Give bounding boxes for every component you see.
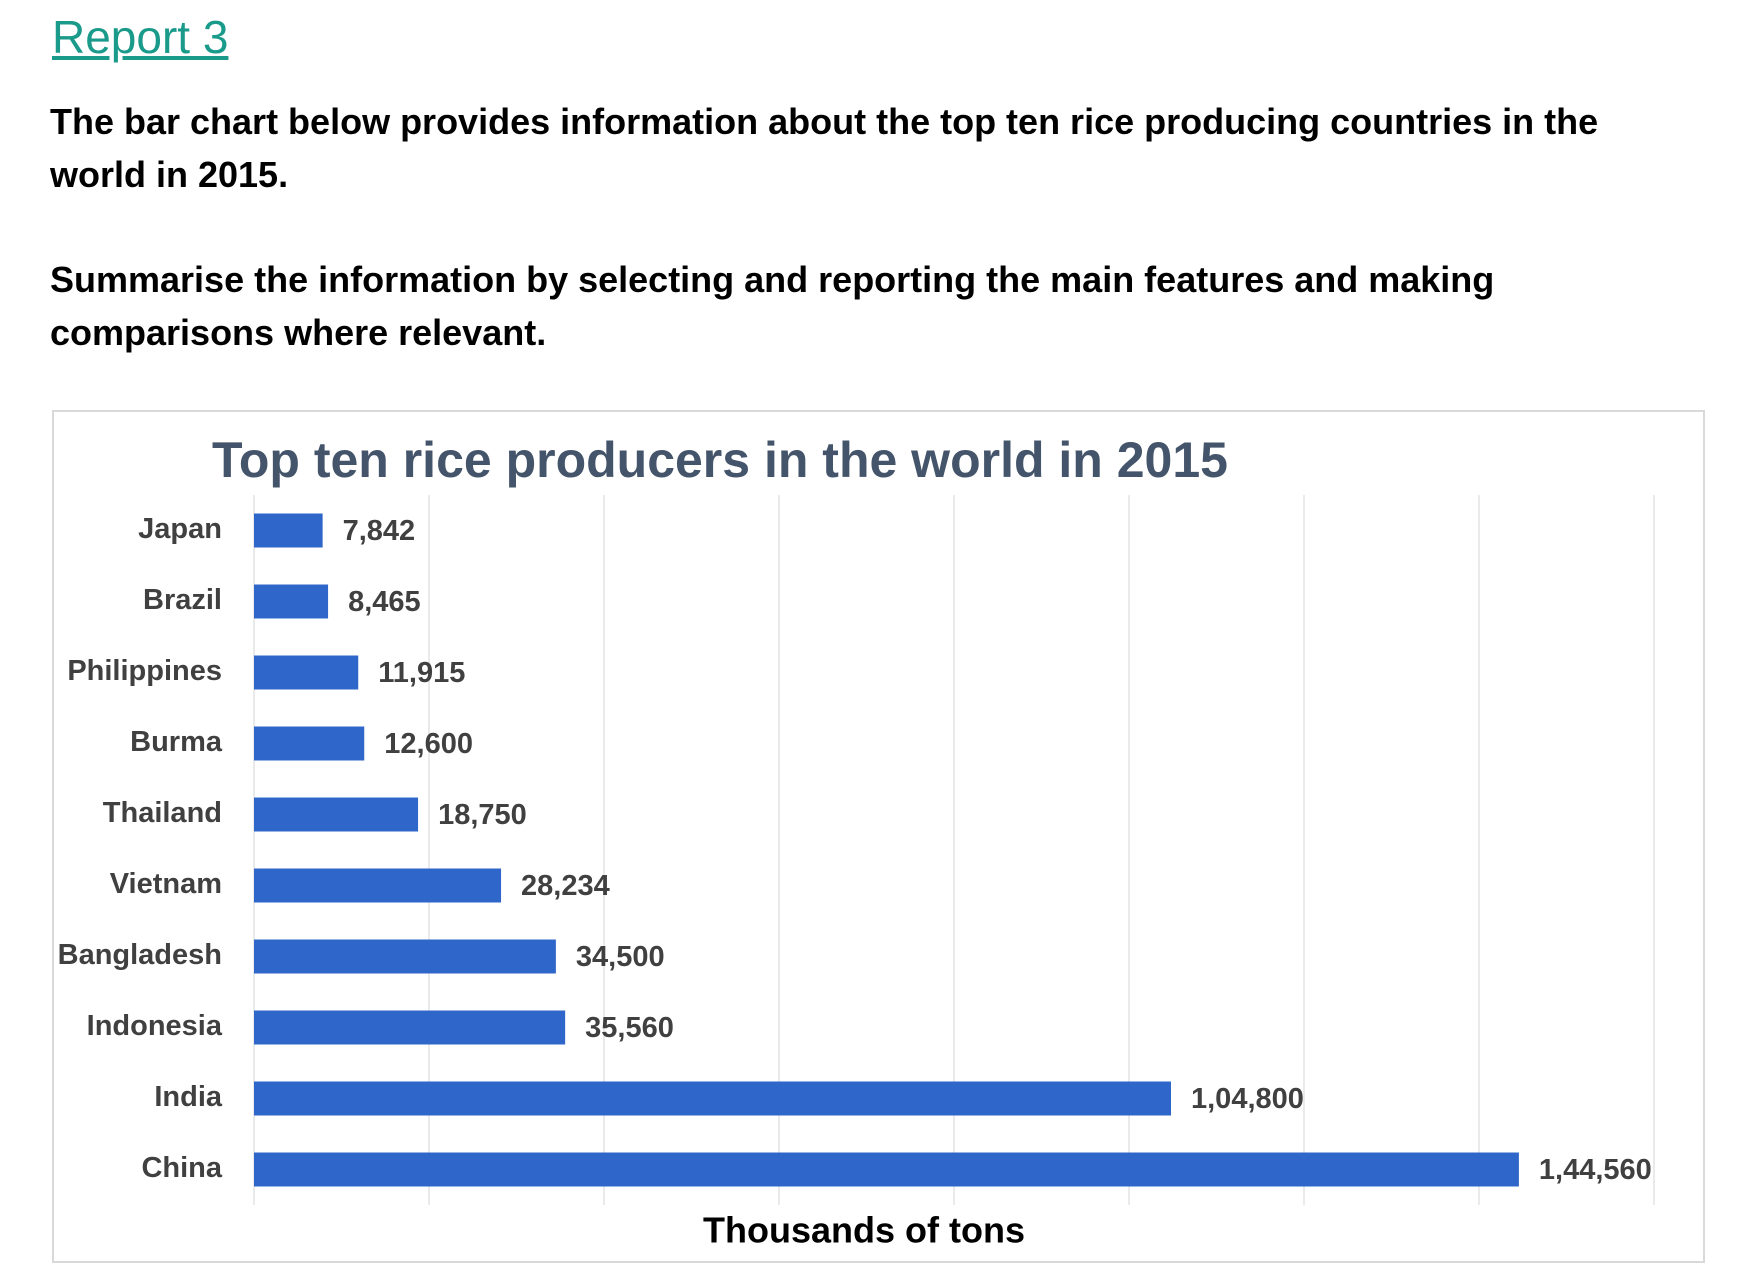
- chart-frame: [52, 410, 1705, 1263]
- bar: [254, 939, 556, 974]
- chart-title: Top ten rice producers in the world in 2…: [212, 432, 1228, 488]
- value-label: 7,842: [343, 515, 416, 547]
- category-label: Thailand: [103, 797, 222, 829]
- bar: [254, 584, 329, 619]
- category-label: Burma: [130, 726, 223, 758]
- value-label: 11,915: [378, 657, 465, 689]
- value-label: 28,234: [521, 870, 610, 902]
- bar: [254, 1152, 1519, 1187]
- bar: [254, 655, 359, 690]
- category-label: India: [154, 1081, 223, 1113]
- value-label: 18,750: [438, 799, 527, 831]
- report-link[interactable]: Report 3: [52, 11, 229, 63]
- bar: [254, 513, 323, 548]
- paragraph: The bar chart below provides information…: [50, 101, 1599, 195]
- category-label: China: [141, 1152, 222, 1184]
- bar: [254, 797, 419, 832]
- bar: [254, 868, 502, 903]
- category-label: Vietnam: [110, 868, 222, 900]
- bar: [254, 726, 365, 761]
- value-label: 1,44,560: [1539, 1154, 1652, 1186]
- value-label: 35,560: [585, 1012, 674, 1044]
- bar: [254, 1010, 566, 1045]
- value-label: 1,04,800: [1191, 1083, 1304, 1115]
- value-label: 8,465: [348, 586, 421, 618]
- category-label: Indonesia: [87, 1010, 223, 1042]
- category-label: Brazil: [143, 584, 222, 616]
- category-label: Philippines: [67, 655, 222, 687]
- category-label: Japan: [138, 513, 222, 545]
- category-label: Bangladesh: [58, 939, 222, 971]
- value-label: 34,500: [576, 941, 665, 973]
- value-label: 12,600: [384, 728, 473, 760]
- x-axis-label: Thousands of tons: [703, 1210, 1025, 1251]
- bar: [254, 1081, 1171, 1116]
- paragraph: Summarise the information by selecting a…: [50, 259, 1495, 353]
